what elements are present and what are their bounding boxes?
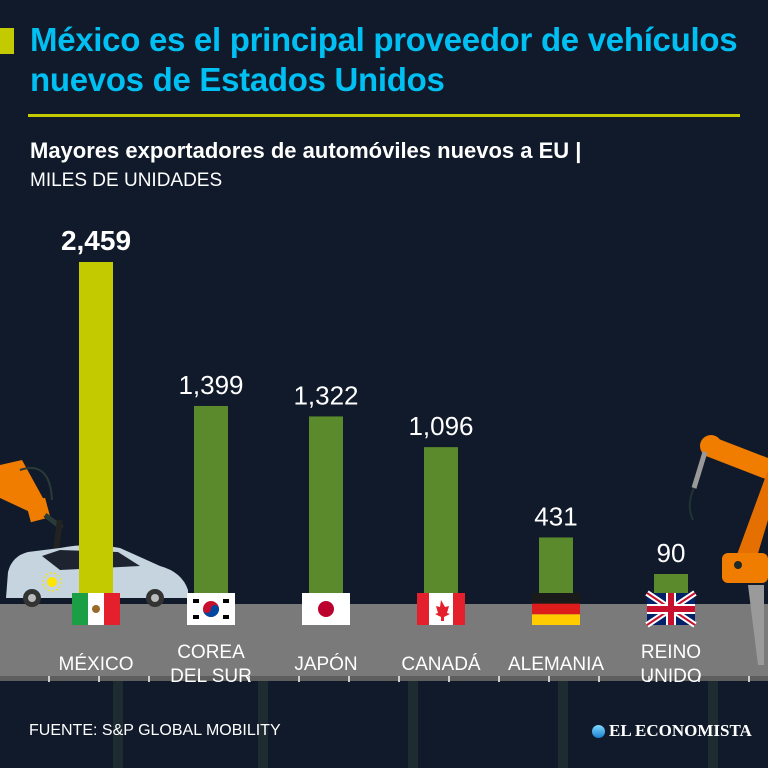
mexico-flag-icon — [72, 593, 120, 625]
logo-text: EL ECONOMISTA — [609, 721, 752, 740]
south-korea-flag-icon — [187, 593, 235, 625]
category-label: DEL SUR — [170, 666, 252, 687]
conveyor-tick — [498, 676, 500, 682]
conveyor-tick — [98, 676, 100, 682]
conveyor-tick — [198, 676, 200, 682]
category-label: COREA — [177, 642, 245, 663]
conveyor-tick — [398, 676, 400, 682]
conveyor-tick — [348, 676, 350, 682]
el-economista-logo: EL ECONOMISTA — [592, 721, 752, 741]
canada-flag-icon — [417, 593, 465, 625]
bar-2 — [309, 416, 343, 596]
page-title: México es el principal proveedor de vehí… — [30, 21, 738, 98]
japan-flag-icon — [302, 593, 350, 625]
robot-arm-right-icon — [688, 435, 768, 665]
data-label: 90 — [657, 538, 686, 568]
conveyor-leg — [558, 681, 568, 768]
conveyor-tick — [748, 676, 750, 682]
conveyor-tick — [48, 676, 50, 682]
conveyor-tick — [298, 676, 300, 682]
conveyor-tick — [648, 676, 650, 682]
bar-0 — [79, 262, 113, 596]
data-label: 431 — [534, 501, 577, 531]
category-label: CANADÁ — [401, 654, 481, 675]
conveyor-tick — [148, 676, 150, 682]
data-label: 2,459 — [61, 225, 131, 256]
data-label: 1,399 — [178, 370, 243, 400]
conveyor-leg — [708, 681, 718, 768]
data-label: 1,322 — [293, 380, 358, 410]
chart-subtitle: Mayores exportadores de automóviles nuev… — [30, 138, 582, 163]
germany-flag-icon — [532, 593, 580, 625]
accent-block — [0, 28, 14, 54]
title-divider — [28, 114, 740, 117]
category-label: UNIDO — [640, 666, 701, 687]
bar-4 — [539, 537, 573, 596]
unit-label: MILES DE UNIDADES — [30, 170, 223, 191]
bar-3 — [424, 447, 458, 596]
logo-globe-icon — [592, 724, 605, 738]
data-label: 1,096 — [408, 411, 473, 441]
conveyor-tick — [698, 676, 700, 682]
category-label: ALEMANIA — [508, 654, 604, 675]
conveyor-leg — [408, 681, 418, 768]
conveyor-tick — [598, 676, 600, 682]
bar-5 — [654, 574, 688, 596]
category-label: MÉXICO — [59, 654, 134, 675]
uk-flag-icon — [645, 590, 697, 628]
bar-1 — [194, 405, 228, 596]
conveyor-leg — [113, 681, 123, 768]
source-note: FUENTE: S&P GLOBAL MOBILITY — [29, 722, 281, 739]
conveyor-floor — [0, 604, 768, 768]
conveyor-leg — [258, 681, 268, 768]
category-label: JAPÓN — [294, 653, 357, 675]
category-label: REINO — [641, 642, 701, 663]
conveyor-tick — [548, 676, 550, 682]
conveyor-tick — [248, 676, 250, 682]
conveyor-tick — [448, 676, 450, 682]
